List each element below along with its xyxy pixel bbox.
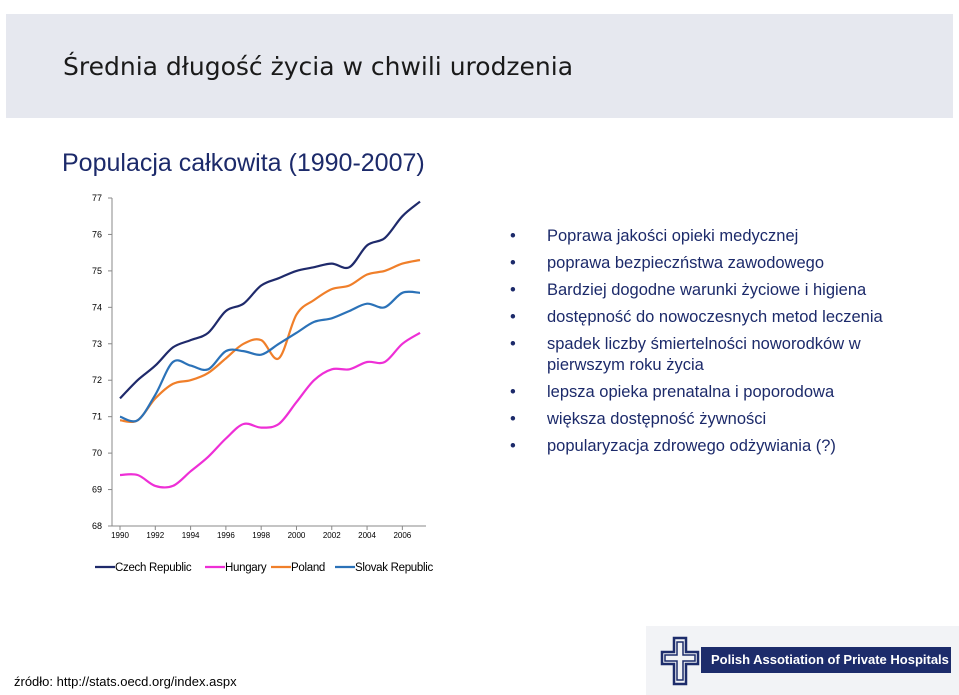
bullet-item: Bardziej dogodne warunki życiowe i higie… (510, 280, 930, 301)
bullet-item: poprawa bezpieczństwa zawodowego (510, 253, 930, 274)
life-expectancy-chart: 68 69 70 71 72 73 74 75 76 77 1990 1992 1994 1996 1998… (92, 193, 434, 574)
chart-legend: Czech Republic Hungary Poland Slovak Republ… (95, 562, 434, 574)
bullet-item: Poprawa jakości opieki medycznej (510, 226, 930, 247)
legend-label-slovak-republic: Slovak Republic (355, 562, 434, 574)
y-tick-label: 68 (92, 521, 102, 531)
series-line-hungary (119, 331, 421, 489)
chart-lines (119, 200, 421, 489)
cross-emblem-icon (660, 636, 700, 686)
x-tick-label: 2000 (288, 531, 306, 540)
x-tick-label: 2006 (393, 531, 411, 540)
chart-axes: 68 69 70 71 72 73 74 75 76 77 1990 1992 1994 1996 1998… (92, 193, 426, 540)
y-tick-label: 72 (92, 375, 102, 385)
y-tick-label: 70 (92, 448, 102, 458)
x-tick-label: 1994 (182, 531, 200, 540)
logo-text: Polish Assotiation of Private Hospitals (711, 652, 949, 667)
x-tick-label: 1990 (111, 531, 129, 540)
y-tick-label: 73 (92, 339, 102, 349)
y-tick-label: 71 (92, 412, 102, 422)
slide-subtitle: Populacja całkowita (1990-2007) (62, 149, 425, 177)
bullet-item: lepsza opieka prenatalna i poporodowa (510, 382, 930, 403)
bullet-item: dostępność do nowoczesnych metod leczeni… (510, 307, 930, 328)
source-note: źródło: http://stats.oecd.org/index.aspx (14, 674, 237, 689)
series-line-poland (119, 258, 421, 424)
series-line-czech-republic (119, 200, 421, 400)
x-tick-label: 1996 (217, 531, 235, 540)
bullet-item: większa dostępność żywności (510, 409, 930, 430)
x-tick-label: 2004 (358, 531, 376, 540)
series-line-slovak-republic (119, 290, 421, 423)
title-bar: Średnia długość życia w chwili urodzenia (6, 14, 953, 118)
legend-label-poland: Poland (291, 562, 325, 574)
legend-label-czech-republic: Czech Republic (115, 562, 192, 574)
x-tick-label: 2002 (323, 531, 341, 540)
x-tick-label: 1998 (252, 531, 270, 540)
legend-label-hungary: Hungary (225, 562, 267, 574)
slide-title: Średnia długość życia w chwili urodzenia (63, 52, 574, 81)
y-tick-label: 74 (92, 302, 102, 312)
y-tick-label: 69 (92, 485, 102, 495)
y-tick-label: 75 (92, 266, 102, 276)
logo: Polish Assotiation of Private Hospitals (646, 626, 959, 695)
bullet-item: popularyzacja zdrowego odżywiania (?) (510, 436, 930, 457)
y-tick-label: 76 (92, 229, 102, 239)
bullet-item: spadek liczby śmiertelności noworodków w… (510, 334, 930, 376)
logo-banner: Polish Assotiation of Private Hospitals (701, 647, 951, 673)
bullet-list: Poprawa jakości opieki medycznej poprawa … (510, 226, 930, 463)
x-tick-label: 1992 (146, 531, 164, 540)
y-tick-label: 77 (92, 193, 102, 203)
